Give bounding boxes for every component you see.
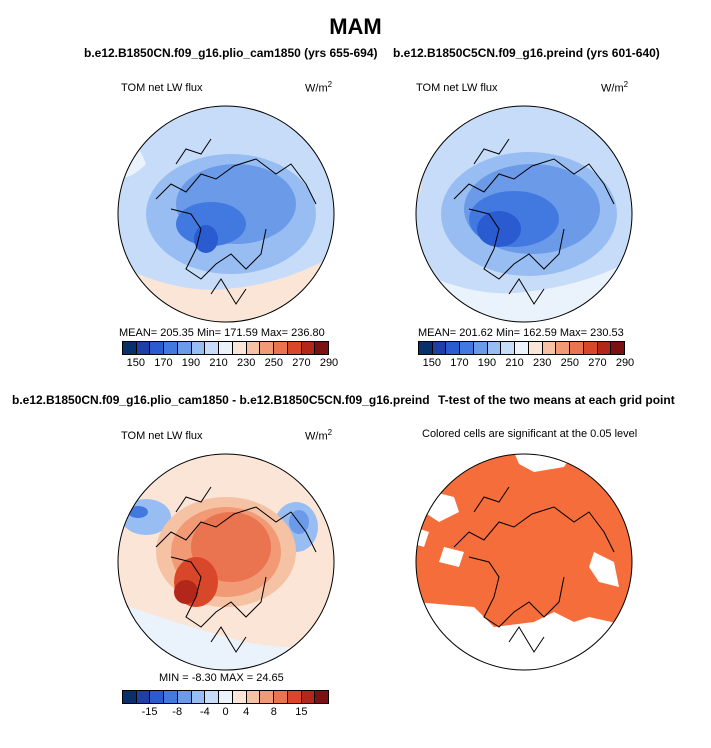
colorbar-tick-label: 270 xyxy=(292,357,311,369)
colorbar-panel3: -15 -8 -4 0 4 8 15 xyxy=(122,690,329,718)
panel2-variable-label: TOM net LW flux xyxy=(416,82,498,94)
colorbar-swatch xyxy=(528,342,543,354)
colorbar-swatch xyxy=(274,342,288,354)
map-panel3 xyxy=(117,453,335,671)
colorbar-tick-label: -8 xyxy=(172,706,183,718)
colorbar-swatch xyxy=(542,342,557,354)
colorbar-swatch xyxy=(570,342,584,354)
colorbar-swatch xyxy=(246,342,261,354)
colorbar-panel2: 150 170 190 210 230 250 270 290 xyxy=(418,341,634,369)
panel1-stats: MEAN= 205.35 Min= 171.59 Max= 236.80 xyxy=(119,327,325,339)
colorbar-swatch xyxy=(274,691,288,703)
main-title: MAM xyxy=(329,14,382,39)
colorbar-swatch xyxy=(301,342,316,354)
panel2-stats: MEAN= 201.62 Min= 162.59 Max= 230.53 xyxy=(418,327,624,339)
colorbar-swatch xyxy=(597,342,612,354)
panel1-units: W/m2 xyxy=(305,80,333,95)
colorbar-tick-label: 190 xyxy=(181,357,201,369)
panel4-title: T-test of the two means at each grid poi… xyxy=(438,393,675,407)
colorbar-swatch xyxy=(150,691,165,703)
colorbar-tick-label: 230 xyxy=(237,357,256,369)
colorbar-swatch xyxy=(287,342,302,354)
colorbar-swatch xyxy=(419,342,433,354)
colorbar-tick-label: 8 xyxy=(270,706,277,718)
colorbar-tick-label: 150 xyxy=(422,357,441,369)
colorbar-swatch xyxy=(205,342,220,354)
colorbar-swatch xyxy=(136,691,151,703)
panel2-title: b.e12.B1850C5CN.f09_g16.preind (yrs 601-… xyxy=(393,46,660,60)
colorbar-tick-label: 290 xyxy=(615,357,635,369)
colorbar-tick-label: 190 xyxy=(477,357,497,369)
colorbar-tick-label: 170 xyxy=(154,357,173,369)
colorbar-swatch xyxy=(164,342,178,354)
colorbar-swatch xyxy=(232,691,247,703)
colorbar-tick-label: 250 xyxy=(560,357,579,369)
panel1-variable-label: TOM net LW flux xyxy=(121,82,203,94)
map-panel1 xyxy=(117,105,335,323)
colorbar-panel1: 150 170 190 210 230 250 270 290 xyxy=(122,341,338,369)
colorbar-tick-label: 0 xyxy=(222,706,229,718)
colorbar-tick-label: 150 xyxy=(126,357,145,369)
colorbar-tick-label: 230 xyxy=(533,357,552,369)
colorbar-swatch xyxy=(260,691,275,703)
panel4-note: Colored cells are significant at the 0.0… xyxy=(422,428,638,440)
colorbar-swatch xyxy=(191,691,206,703)
colorbar-swatch xyxy=(611,342,625,354)
colorbar-swatch xyxy=(315,691,329,703)
colorbar-swatch xyxy=(583,342,598,354)
colorbar-tick-label: 210 xyxy=(209,357,228,369)
colorbar-tick-label: -15 xyxy=(141,706,158,718)
colorbar-swatch xyxy=(487,342,502,354)
colorbar-swatch xyxy=(150,342,165,354)
colorbar-swatch xyxy=(556,342,571,354)
colorbar-swatch xyxy=(232,342,247,354)
colorbar-swatch xyxy=(460,342,474,354)
colorbar-swatch xyxy=(164,691,178,703)
colorbar-swatch xyxy=(432,342,447,354)
colorbar-swatch xyxy=(177,342,192,354)
colorbar-swatch xyxy=(177,691,192,703)
map-panel4 xyxy=(415,453,633,671)
colorbar-tick-label: 4 xyxy=(243,706,250,718)
map-panel2 xyxy=(415,105,633,323)
colorbar-swatch xyxy=(219,342,233,354)
colorbar-swatch xyxy=(123,691,137,703)
colorbar-swatch xyxy=(219,691,233,703)
colorbar-swatch xyxy=(473,342,488,354)
colorbar-tick-label: 290 xyxy=(319,357,339,369)
colorbar-tick-label: 250 xyxy=(264,357,283,369)
colorbar-swatch xyxy=(301,691,316,703)
colorbar-swatch xyxy=(515,342,529,354)
colorbar-tick-label: 210 xyxy=(505,357,524,369)
panel1-title: b.e12.B1850CN.f09_g16.plio_cam1850 (yrs … xyxy=(84,46,378,60)
colorbar-tick-label: 15 xyxy=(295,706,308,718)
colorbar-swatch xyxy=(446,342,461,354)
panel3-stats: MIN = -8.30 MAX = 24.65 xyxy=(159,672,284,684)
colorbar-tick-label: 270 xyxy=(588,357,607,369)
colorbar-swatch xyxy=(260,342,275,354)
panel3-units: W/m2 xyxy=(305,428,333,443)
colorbar-swatch xyxy=(315,342,329,354)
colorbar-swatch xyxy=(205,691,220,703)
colorbar-swatch xyxy=(191,342,206,354)
colorbar-tick-label: -4 xyxy=(199,706,210,718)
colorbar-swatch xyxy=(123,342,137,354)
colorbar-swatch xyxy=(287,691,302,703)
panel2-units: W/m2 xyxy=(601,80,629,95)
colorbar-swatch xyxy=(246,691,261,703)
colorbar-swatch xyxy=(136,342,151,354)
colorbar-swatch xyxy=(501,342,516,354)
panel3-variable-label: TOM net LW flux xyxy=(121,430,203,442)
colorbar-tick-label: 170 xyxy=(450,357,469,369)
panel3-title: b.e12.B1850CN.f09_g16.plio_cam1850 - b.e… xyxy=(12,393,430,407)
